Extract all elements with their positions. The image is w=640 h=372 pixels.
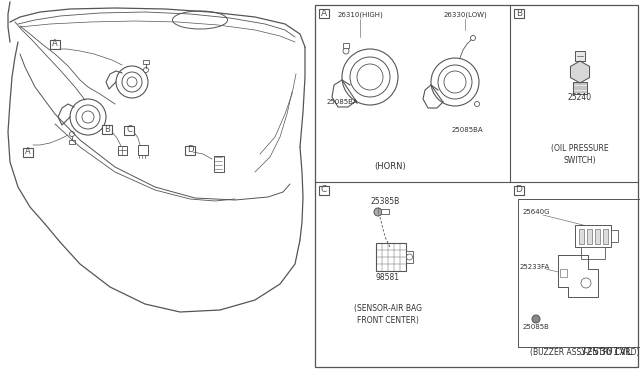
Text: 26310(HIGH): 26310(HIGH) (337, 12, 383, 19)
Text: B: B (104, 125, 110, 134)
Bar (376, 243, 406, 271)
Bar (343, 43, 349, 48)
Bar (587, 229, 592, 244)
FancyBboxPatch shape (23, 148, 33, 157)
Circle shape (70, 131, 74, 137)
FancyBboxPatch shape (185, 145, 195, 154)
Text: (OIL PRESSURE
SWITCH): (OIL PRESSURE SWITCH) (551, 144, 609, 166)
FancyBboxPatch shape (319, 9, 329, 17)
FancyBboxPatch shape (514, 9, 524, 17)
Text: 25085B: 25085B (523, 324, 550, 330)
FancyBboxPatch shape (124, 125, 134, 135)
Text: A: A (52, 39, 58, 48)
Circle shape (581, 278, 591, 288)
Text: 25085BA: 25085BA (451, 127, 483, 133)
Bar (579, 229, 584, 244)
Bar (560, 269, 567, 277)
Bar (573, 82, 587, 94)
Bar (315, 5, 638, 367)
Bar (406, 251, 413, 263)
Bar (575, 225, 611, 247)
Text: 25385B: 25385B (371, 197, 399, 206)
Circle shape (532, 315, 540, 323)
Circle shape (343, 48, 349, 54)
Bar (118, 146, 127, 155)
Bar (518, 199, 640, 347)
Text: (HORN): (HORN) (374, 162, 406, 171)
Text: 26330(LOW): 26330(LOW) (443, 12, 487, 19)
Bar (381, 209, 389, 214)
Text: J25301VL: J25301VL (579, 347, 633, 357)
Circle shape (470, 35, 476, 41)
Bar (611, 230, 618, 242)
Polygon shape (570, 61, 589, 83)
FancyBboxPatch shape (319, 186, 329, 195)
FancyBboxPatch shape (50, 39, 60, 48)
Bar (575, 51, 585, 61)
Bar (143, 60, 149, 64)
Text: B: B (516, 9, 522, 17)
Text: (SENSOR-AIR BAG
FRONT CENTER): (SENSOR-AIR BAG FRONT CENTER) (354, 304, 422, 326)
FancyBboxPatch shape (102, 125, 112, 134)
Text: C: C (321, 186, 327, 195)
Text: 25085BA: 25085BA (326, 99, 358, 105)
Text: 98581: 98581 (376, 273, 400, 282)
Text: A: A (321, 9, 327, 17)
Text: 25233FA: 25233FA (520, 264, 550, 270)
Text: 25640G: 25640G (523, 209, 550, 215)
Circle shape (143, 67, 148, 73)
Bar (214, 156, 224, 172)
FancyBboxPatch shape (514, 186, 524, 195)
Text: D: D (516, 186, 522, 195)
Bar (595, 229, 600, 244)
Circle shape (374, 208, 382, 216)
Bar (603, 229, 608, 244)
Text: D: D (187, 145, 193, 154)
Bar (138, 145, 148, 155)
Text: (BUZZER ASSY-ENTRY CARD): (BUZZER ASSY-ENTRY CARD) (531, 348, 640, 357)
Text: A: A (25, 148, 31, 157)
Text: 25240: 25240 (568, 93, 592, 102)
Circle shape (406, 254, 413, 260)
Circle shape (474, 102, 479, 106)
Bar (581, 247, 605, 259)
Bar (69, 140, 75, 144)
Text: C: C (126, 125, 132, 135)
